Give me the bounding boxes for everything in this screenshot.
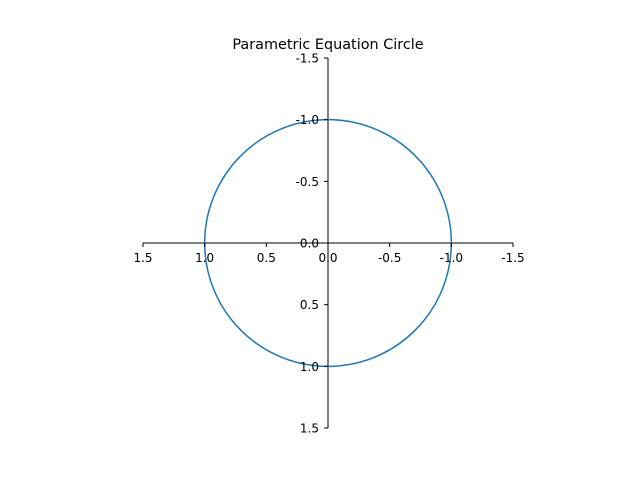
y-tick-label: 0.5 xyxy=(300,298,319,312)
y-tick-label: 1.0 xyxy=(300,360,319,374)
x-tick-label: 1.0 xyxy=(195,251,214,265)
x-tick-label: 0.5 xyxy=(257,251,276,265)
chart-title: Parametric Equation Circle xyxy=(232,37,423,53)
y-tick-label: 0.0 xyxy=(300,237,319,251)
x-tick-label: -0.5 xyxy=(378,251,401,265)
y-tick-label: -1.0 xyxy=(296,113,319,127)
x-tick-label: 0.0 xyxy=(318,251,337,265)
y-tick-label: -1.5 xyxy=(296,52,319,66)
x-tick-label: -1.5 xyxy=(501,251,524,265)
y-tick-label: 1.5 xyxy=(300,422,319,436)
x-tick-label: 1.5 xyxy=(133,251,152,265)
ticks-layer: 1.5 1.0 0.5 0.0 -0.5 -1.0 -1.5 -1.5 -1.0 -0.5 0.0 0… xyxy=(133,52,524,436)
x-tick-label: -1.0 xyxy=(440,251,463,265)
y-tick-label: -0.5 xyxy=(296,175,319,189)
